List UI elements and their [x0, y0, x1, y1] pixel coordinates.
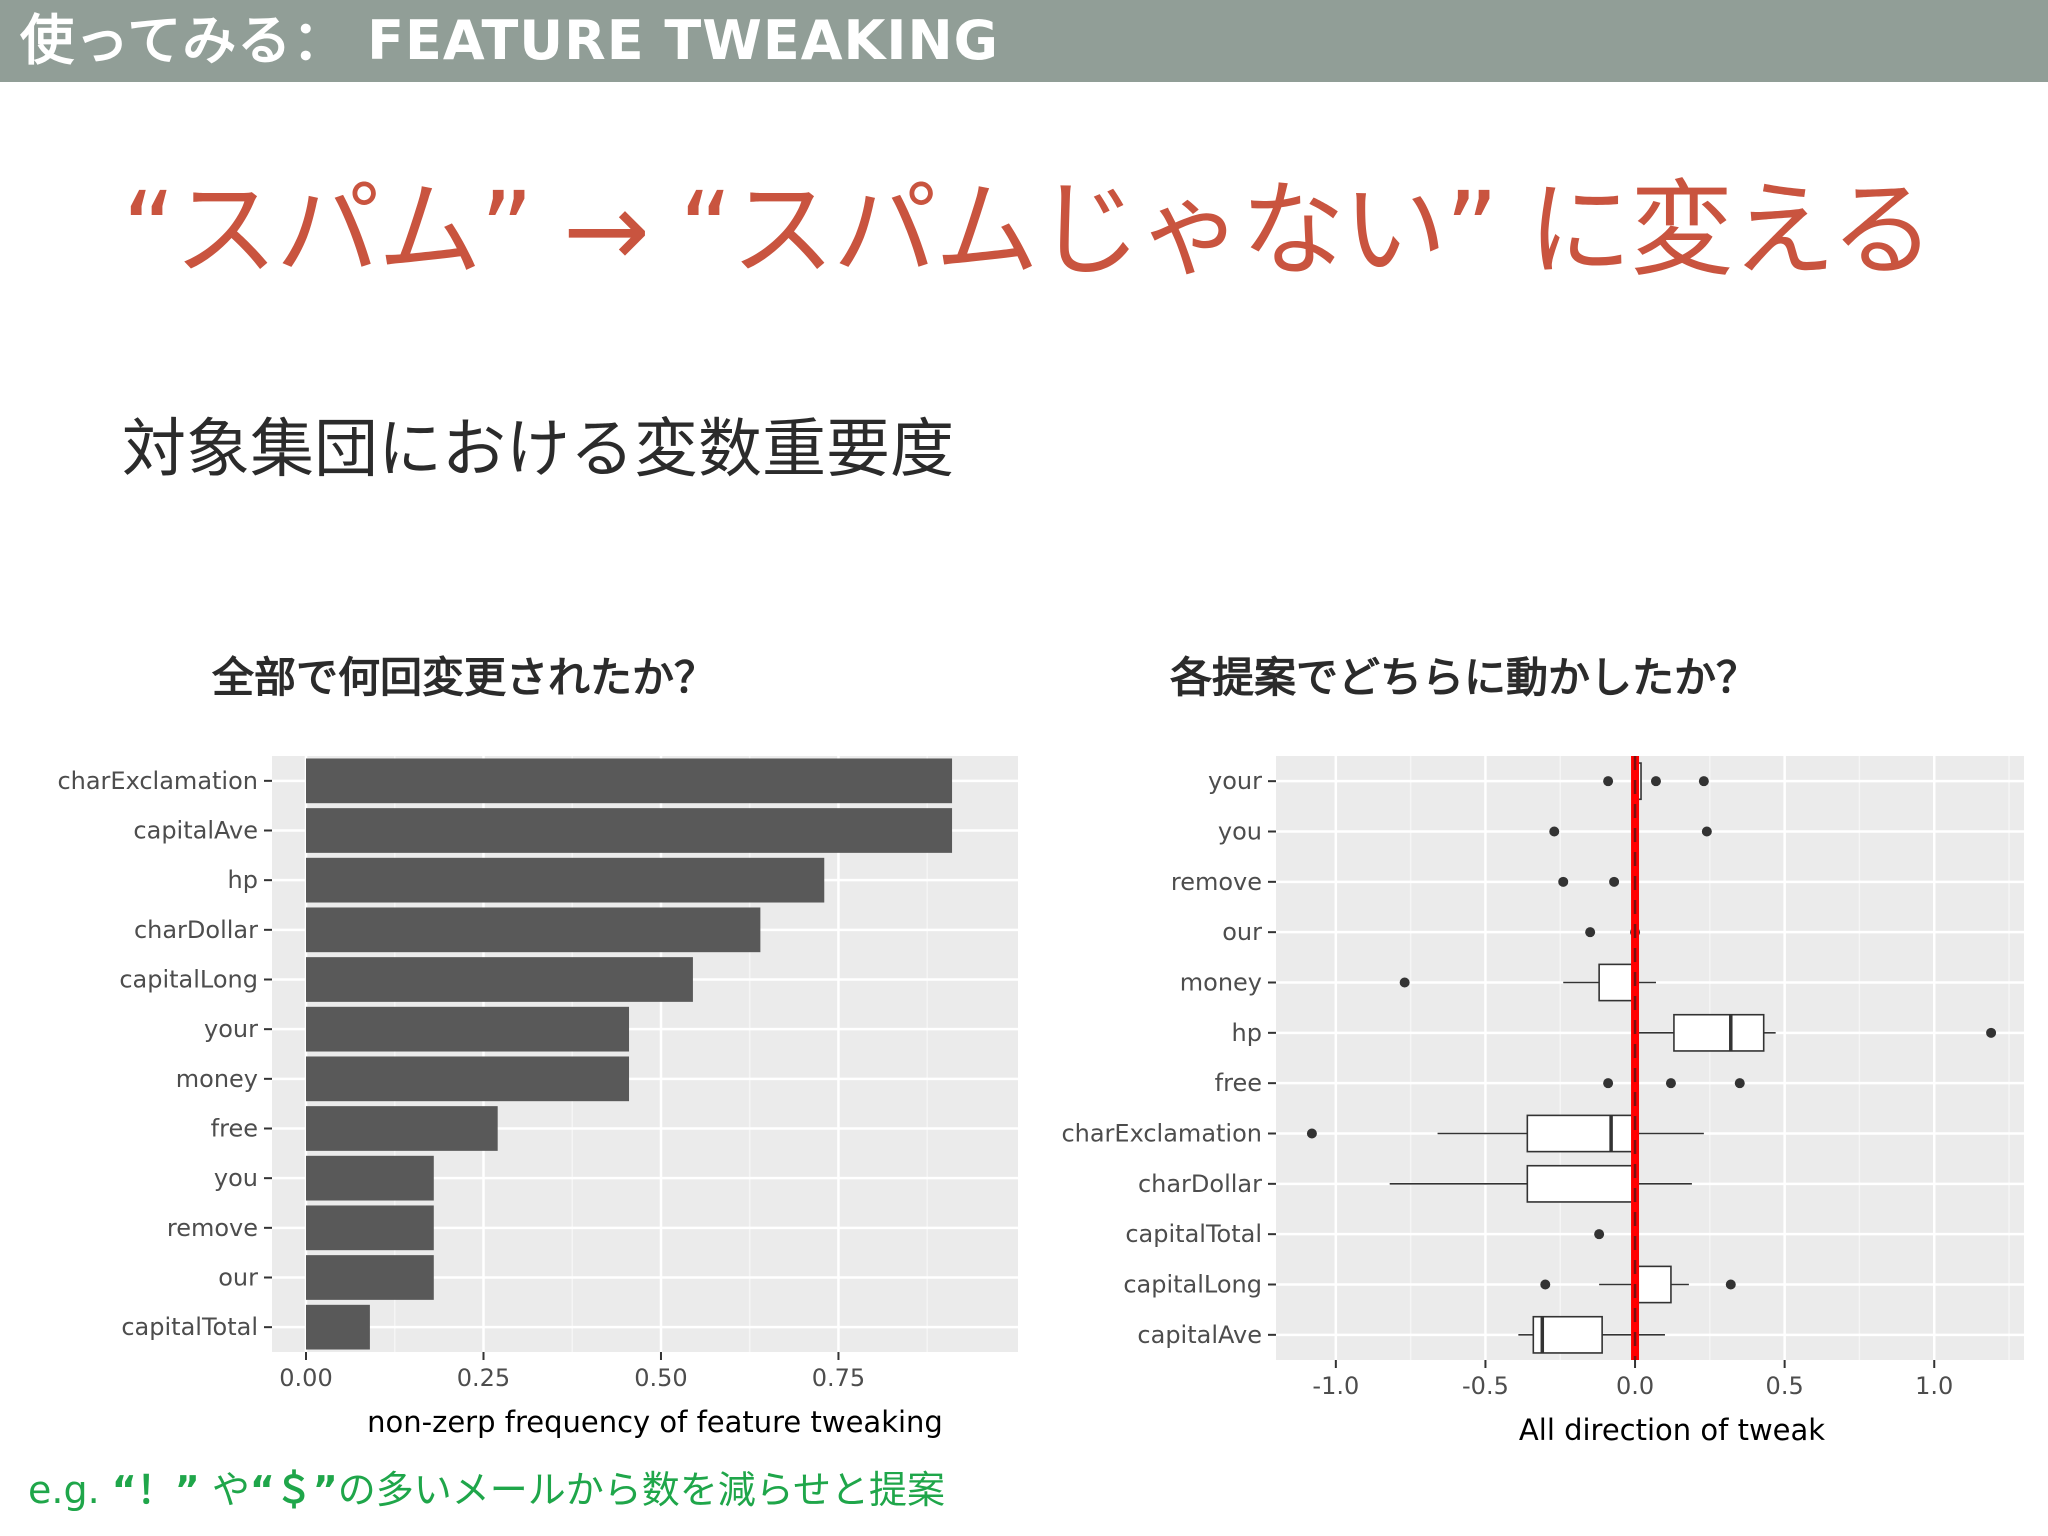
bar-capitalAve	[306, 808, 953, 853]
outlier-free	[1665, 1078, 1676, 1089]
bar-charExclamation	[306, 758, 953, 804]
bar-chart-y-label: capitalLong	[119, 966, 258, 994]
box-money	[1598, 963, 1636, 1002]
outlier-your	[1698, 776, 1709, 787]
bar-chart-x-label: 0.25	[457, 1364, 510, 1392]
left-chart-heading: 全部で何回変更されたか？	[212, 653, 717, 702]
bar-chart-y-label: your	[204, 1015, 258, 1043]
box-chart-y-label: charDollar	[1138, 1170, 1262, 1198]
footnote-mark-exclamation: “！”	[111, 1468, 200, 1512]
box-chart-y-label: you	[1218, 818, 1262, 846]
box-chart-x-label: 0.5	[1766, 1372, 1804, 1400]
outlier-capitalLong	[1725, 1279, 1736, 1290]
bar-chart-x-label: 0.75	[812, 1364, 865, 1392]
bar-chart-x-label: 0.50	[634, 1364, 687, 1392]
outlier-capitalLong	[1540, 1279, 1551, 1290]
slide-title: “スパム” → “スパムじゃない” に変える	[122, 169, 1935, 291]
bar-chart-y-label: charExclamation	[57, 767, 258, 795]
footnote: e.g. “！” や“＄”の多いメールから数を減らせと提案	[28, 1460, 945, 1520]
outlier-capitalTotal	[1594, 1229, 1605, 1240]
box-chart-y-label: your	[1208, 767, 1262, 795]
box-chart-y-label: money	[1180, 969, 1262, 997]
footnote-suffix: の多いメールから数を減らせと提案	[337, 1468, 946, 1512]
box-capitalAve	[1532, 1315, 1603, 1354]
bar-chart-y-label: capitalTotal	[121, 1313, 258, 1341]
outlier-free	[1603, 1078, 1614, 1089]
box-chart-y-label: capitalLong	[1123, 1271, 1262, 1299]
bar-chart-y-label: you	[214, 1164, 258, 1192]
bar-chart-y-label: capitalAve	[133, 817, 258, 845]
bar-capitalLong	[306, 957, 693, 1002]
outlier-charExclamation	[1306, 1128, 1317, 1139]
bar-chart-x-label: 0.00	[279, 1364, 332, 1392]
bar-hp	[306, 857, 825, 903]
footnote-prefix: e.g.	[28, 1468, 100, 1512]
bar-our	[306, 1255, 434, 1300]
box-charExclamation	[1526, 1114, 1639, 1153]
outlier-hp	[1986, 1027, 1997, 1038]
bar-money	[306, 1056, 630, 1102]
outlier-money	[1399, 977, 1410, 988]
bar-chart-y-label: money	[176, 1065, 258, 1093]
box-chart-x-title: All direction of tweak	[1519, 1413, 1825, 1447]
box-chart-y-label: hp	[1232, 1019, 1262, 1047]
outlier-you	[1549, 826, 1560, 837]
outlier-you	[1701, 826, 1712, 837]
box-chart-y-label: capitalAve	[1137, 1321, 1262, 1349]
bar-chart-x-title: non-zerp frequency of feature tweaking	[367, 1405, 943, 1439]
outlier-remove	[1558, 876, 1569, 887]
box-chart-y-label: capitalTotal	[1125, 1220, 1262, 1248]
box-chart-y-label: free	[1215, 1069, 1262, 1097]
bar-free	[306, 1106, 498, 1151]
bar-chart-y-label: our	[218, 1264, 258, 1292]
box-charDollar	[1526, 1164, 1636, 1203]
box-chart-x-label: 1.0	[1915, 1372, 1953, 1400]
bar-chart-y-label: free	[211, 1115, 258, 1143]
outlier-your	[1603, 776, 1614, 787]
bar-chart-y-label: remove	[167, 1214, 258, 1242]
box-hp	[1673, 1013, 1765, 1052]
header-title: 使ってみる： FEATURE TWEAKING	[20, 9, 999, 72]
header-bar	[0, 0, 2048, 82]
outlier-free	[1734, 1078, 1745, 1089]
bar-chart-y-label: charDollar	[134, 916, 258, 944]
box-chart-x-label: -0.5	[1462, 1372, 1509, 1400]
footnote-middle: や	[211, 1468, 250, 1512]
slide-subtitle: 対象集団における変数重要度	[122, 413, 954, 487]
outlier-remove	[1609, 876, 1620, 887]
box-chart-x-label: -1.0	[1312, 1372, 1359, 1400]
outlier-your	[1650, 776, 1661, 787]
bar-your	[306, 1006, 630, 1052]
box-chart-y-label: remove	[1171, 868, 1262, 896]
box-chart-y-label: our	[1222, 918, 1262, 946]
bar-chart-y-label: hp	[228, 866, 258, 894]
box-chart-x-label: 0.0	[1616, 1372, 1654, 1400]
box-capitalLong	[1634, 1265, 1672, 1304]
bar-you	[306, 1155, 434, 1201]
bar-charDollar	[306, 907, 761, 953]
right-chart-heading: 各提案でどちらに動かしたか？	[1170, 653, 1759, 702]
footnote-mark-dollar: “＄”	[249, 1468, 338, 1512]
bar-remove	[306, 1205, 434, 1251]
outlier-our	[1585, 927, 1596, 938]
bar-chart-panel	[272, 756, 1018, 1352]
bar-capitalTotal	[306, 1304, 370, 1350]
box-chart-panel	[1276, 756, 2024, 1360]
box-chart-y-label: charExclamation	[1061, 1120, 1262, 1148]
